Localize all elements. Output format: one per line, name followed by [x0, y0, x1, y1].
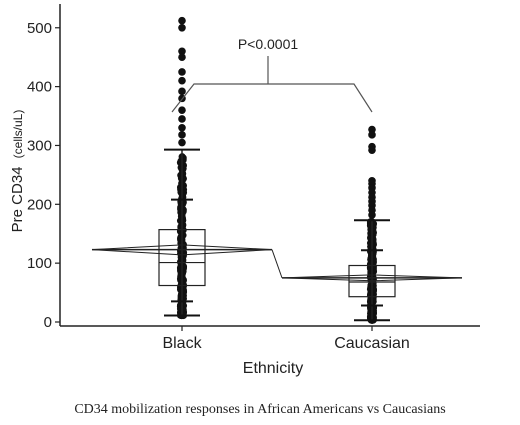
- box-plot-chart: 0 100 200 300 400 500 Black Caucasian Pre CD34…: [9, 4, 480, 377]
- x-tick-label: Black: [162, 335, 202, 352]
- box: [158, 229, 206, 287]
- data-point: [367, 234, 375, 243]
- figure-caption: CD34 mobilization responses in African A…: [74, 402, 446, 417]
- plot-content: [91, 16, 463, 324]
- y-tick-label: 100: [27, 255, 52, 272]
- outlier-point: [178, 16, 186, 25]
- outlier-point: [178, 87, 186, 96]
- y-axis-label-unit: (cells/uL): [11, 110, 25, 159]
- p-value-label: P<0.0001: [238, 36, 299, 52]
- outlier-point: [178, 115, 186, 123]
- outlier-point: [178, 53, 186, 61]
- y-tick-label: 0: [44, 314, 52, 331]
- outlier-point: [368, 131, 376, 139]
- box: [348, 264, 396, 298]
- y-axis-label-main: Pre CD34: [9, 167, 26, 233]
- x-axis-label: Ethnicity: [243, 360, 303, 377]
- data-point: [176, 159, 185, 167]
- outlier-point: [178, 131, 186, 139]
- x-tick-label: Caucasian: [334, 335, 410, 352]
- outlier-point: [368, 125, 376, 134]
- data-point: [367, 312, 375, 320]
- y-axis-ticks: 0 100 200 300 400 500: [27, 20, 60, 331]
- group-caucasian: [281, 125, 463, 324]
- significance-bracket: [171, 56, 373, 113]
- data-point: [179, 256, 187, 264]
- outlier-point: [368, 211, 376, 219]
- outlier-point: [178, 138, 186, 147]
- outlier-point: [178, 23, 186, 32]
- outlier-point: [178, 68, 186, 76]
- data-point: [177, 204, 185, 213]
- outlier-point: [178, 106, 186, 114]
- mean-connector: [271, 249, 283, 279]
- outlier-point: [368, 146, 376, 154]
- x-axis-ticks: Black Caucasian: [162, 326, 410, 352]
- y-tick-label: 400: [27, 79, 52, 96]
- y-axis-label: Pre CD34 (cells/uL): [9, 110, 26, 233]
- y-tick-label: 300: [27, 137, 52, 154]
- data-point: [177, 275, 185, 283]
- y-tick-label: 200: [27, 196, 52, 213]
- y-tick-label: 500: [27, 20, 52, 37]
- group-black: [91, 16, 273, 320]
- significance-annotation: P<0.0001: [171, 36, 373, 113]
- outlier-point: [178, 47, 186, 56]
- outlier-point: [178, 124, 186, 132]
- data-point: [369, 258, 377, 266]
- data-point: [176, 217, 185, 225]
- outlier-point: [178, 76, 186, 85]
